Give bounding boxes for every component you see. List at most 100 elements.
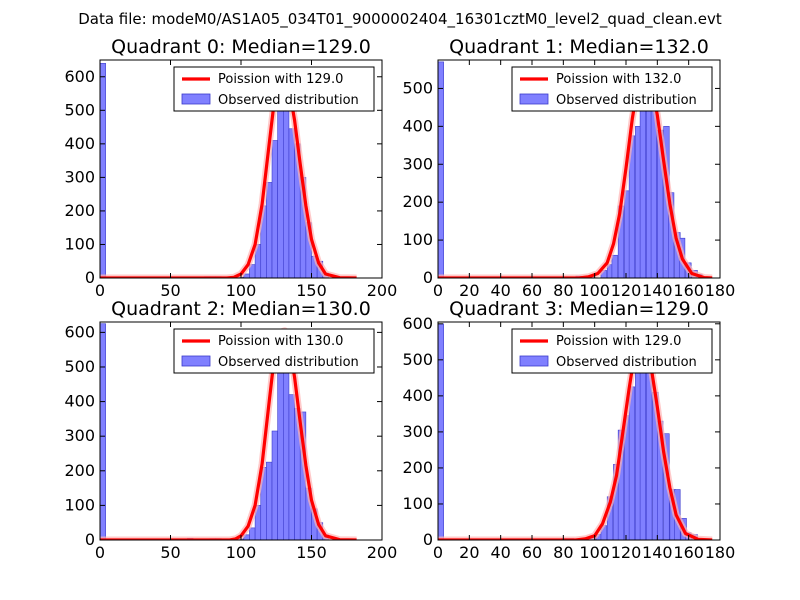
legend-bar-swatch	[181, 355, 211, 367]
legend-label-observed: Observed distribution	[218, 93, 359, 108]
legend: Poission with 132.0 Observed distribution	[511, 66, 713, 112]
y-tick-label: 300	[402, 154, 433, 173]
panels: Quadrant 0: Median=129.00 50 100 150 2000100…	[64, 36, 735, 562]
chart-panel-3: Quadrant 3: Median=129.00 20 40 60 80 100 120 1…	[402, 298, 735, 562]
histogram-bar	[611, 254, 618, 278]
legend: Poission with 129.0 Observed distribution	[173, 66, 375, 112]
legend: Poission with 130.0 Observed distribution	[173, 328, 375, 374]
x-tick-label: 120	[611, 543, 642, 562]
x-tick-label: 80	[553, 281, 573, 300]
legend-label-poisson: Poission with 129.0	[556, 334, 681, 349]
x-tick-label: 160	[673, 281, 704, 300]
y-tick-label: 400	[402, 116, 433, 135]
y-tick-label: 500	[402, 78, 433, 97]
x-tick-label: 140	[642, 281, 673, 300]
legend-label-observed: Observed distribution	[556, 93, 697, 108]
y-tick-label: 400	[64, 392, 95, 411]
x-tick-label: 180	[705, 543, 736, 562]
histogram-bar	[100, 63, 106, 278]
legend: Poission with 129.0 Observed distribution	[511, 328, 713, 374]
y-tick-label: 100	[402, 230, 433, 249]
axes-frame	[437, 321, 721, 541]
histogram-bar	[100, 323, 106, 540]
x-tick-label: 80	[553, 543, 573, 562]
y-tick-label: 0	[85, 268, 95, 287]
y-tick-label: 100	[64, 234, 95, 253]
legend-label-poisson: Poission with 130.0	[218, 334, 343, 349]
y-tick-label: 500	[64, 100, 95, 119]
figure-title: Data file: modeM0/AS1A05_034T01_90000024…	[78, 10, 722, 29]
x-tick-label: 0	[433, 281, 443, 300]
y-tick-label: 600	[64, 322, 95, 341]
y-tick-label: 0	[85, 530, 95, 549]
chart-title: Quadrant 2: Median=130.0	[111, 298, 371, 320]
x-tick-label: 200	[367, 543, 398, 562]
x-tick-label: 100	[579, 281, 610, 300]
histogram-bar	[639, 84, 647, 278]
y-tick-label: 0	[423, 530, 433, 549]
y-tick-label: 200	[64, 461, 95, 480]
y-tick-label: 600	[64, 67, 95, 86]
y-tick-label: 400	[402, 386, 433, 405]
x-tick-label: 200	[367, 281, 398, 300]
histogram-bar	[249, 527, 256, 540]
y-tick-label: 200	[402, 458, 433, 477]
histogram-bar	[266, 182, 273, 278]
x-tick-label: 20	[459, 281, 479, 300]
y-tick-label: 300	[402, 422, 433, 441]
histogram-bar	[438, 61, 444, 278]
legend-box	[511, 66, 713, 112]
histogram-bar	[271, 430, 278, 540]
histogram-bar	[628, 386, 636, 540]
x-tick-label: 40	[490, 281, 510, 300]
legend-bar-swatch	[519, 355, 549, 367]
x-tick-label: 150	[296, 543, 327, 562]
y-tick-label: 500	[402, 350, 433, 369]
chart-panel-0: Quadrant 0: Median=129.0 0 50 100 150 200 0 100…	[64, 36, 397, 300]
y-tick-label: 200	[402, 192, 433, 211]
y-tick-label: 0	[423, 268, 433, 287]
histogram-bar	[646, 368, 653, 540]
legend-label-poisson: Poission with 129.0	[218, 72, 343, 87]
x-tick-label: 60	[522, 281, 542, 300]
histogram-bar	[277, 358, 284, 540]
histogram-bar	[282, 347, 290, 540]
histogram-bar	[288, 128, 295, 278]
y-tick-label: 600	[402, 314, 433, 333]
x-tick-label: 150	[296, 281, 327, 300]
histogram-bar	[282, 101, 290, 278]
x-tick-label: 0	[95, 543, 105, 562]
x-tick-label: 100	[226, 543, 257, 562]
legend-label-observed: Observed distribution	[556, 355, 697, 370]
x-tick-label: 120	[611, 281, 642, 300]
y-tick-label: 100	[64, 495, 95, 514]
legend-label-poisson: Poission with 132.0	[556, 72, 681, 87]
histogram-bar	[266, 461, 273, 540]
chart-title: Quadrant 0: Median=129.0	[111, 36, 371, 58]
chart-title: Quadrant 1: Median=132.0	[449, 36, 709, 58]
x-tick-label: 20	[459, 543, 479, 562]
x-tick-label: 0	[433, 543, 443, 562]
y-tick-label: 500	[64, 357, 95, 376]
histogram-bar	[271, 140, 278, 278]
y-tick-label: 100	[402, 494, 433, 513]
x-tick-label: 50	[160, 281, 180, 300]
x-tick-label: 100	[579, 543, 610, 562]
x-tick-label: 50	[160, 543, 180, 562]
chart-title: Quadrant 3: Median=129.0	[449, 298, 709, 320]
legend-bar-swatch	[519, 93, 549, 105]
legend-bar-swatch	[181, 93, 211, 105]
y-tick-label: 400	[64, 134, 95, 153]
y-tick-label: 300	[64, 426, 95, 445]
y-tick-label: 300	[64, 167, 95, 186]
x-tick-label: 0	[95, 281, 105, 300]
chart-panel-2: Quadrant 2: Median=130.0 0 50 100 150 200 0 100…	[64, 298, 397, 562]
x-tick-label: 40	[490, 543, 510, 562]
x-tick-label: 160	[673, 543, 704, 562]
x-tick-label: 140	[642, 543, 673, 562]
x-tick-label: 180	[705, 281, 736, 300]
axes-frame	[437, 59, 721, 279]
chart-panel-1: Quadrant 1: Median=132.00 20 40 60 80 100 120 1…	[402, 36, 735, 300]
histogram-bar	[288, 394, 295, 540]
